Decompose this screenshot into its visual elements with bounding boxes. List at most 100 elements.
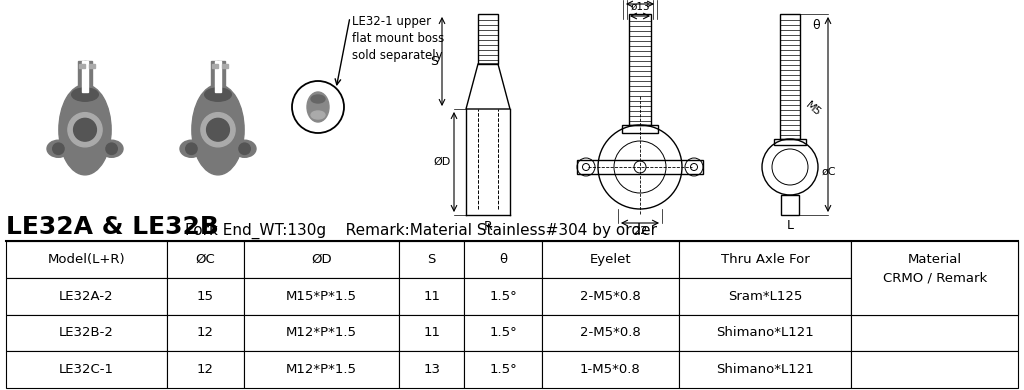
Text: 12: 12 — [197, 363, 214, 376]
Bar — [774, 139, 806, 145]
Text: S: S — [427, 253, 436, 266]
Bar — [244, 241, 399, 278]
Text: ØD: ØD — [434, 157, 451, 167]
Text: ØD: ØD — [311, 253, 332, 266]
Text: L: L — [786, 219, 794, 232]
Bar — [851, 314, 1018, 351]
Ellipse shape — [58, 85, 112, 175]
Bar — [222, 64, 228, 68]
Text: Eyelet: Eyelet — [590, 253, 631, 266]
Text: 11: 11 — [423, 290, 440, 303]
Bar — [82, 61, 88, 92]
Text: 1.5°: 1.5° — [489, 363, 517, 376]
Bar — [211, 61, 219, 92]
Text: 13: 13 — [423, 363, 440, 376]
Bar — [167, 278, 244, 314]
Bar — [244, 278, 399, 314]
Bar — [542, 278, 679, 314]
Bar — [464, 278, 542, 314]
Bar — [464, 351, 542, 388]
Bar — [542, 314, 679, 351]
Bar — [679, 241, 851, 278]
Bar — [89, 64, 95, 68]
Bar — [780, 14, 800, 139]
Ellipse shape — [100, 140, 123, 157]
Text: 11: 11 — [423, 326, 440, 339]
Bar — [577, 160, 703, 174]
Circle shape — [74, 118, 96, 141]
Text: CRMO / Remark: CRMO / Remark — [883, 271, 987, 284]
Text: LE32A & LE32B: LE32A & LE32B — [6, 215, 219, 239]
Ellipse shape — [72, 88, 98, 101]
Text: ØC: ØC — [196, 253, 215, 266]
Text: Sram*L125: Sram*L125 — [728, 290, 802, 303]
Text: LE32-1 upper
flat mount boss
sold separately: LE32-1 upper flat mount boss sold separa… — [352, 15, 444, 62]
Text: 15: 15 — [197, 290, 214, 303]
Circle shape — [185, 143, 197, 154]
Text: LE32A-2: LE32A-2 — [59, 290, 114, 303]
Bar — [478, 14, 498, 64]
Text: S: S — [430, 55, 438, 68]
Bar — [216, 61, 225, 92]
Bar — [399, 351, 464, 388]
Text: M12*P*1.5: M12*P*1.5 — [286, 326, 357, 339]
Ellipse shape — [307, 92, 329, 122]
Bar — [679, 314, 851, 351]
Bar — [167, 241, 244, 278]
Bar — [244, 314, 399, 351]
Text: Thru Axle For: Thru Axle For — [721, 253, 809, 266]
Text: Material: Material — [907, 253, 962, 266]
Bar — [244, 351, 399, 388]
Text: LE32C-1: LE32C-1 — [58, 363, 114, 376]
Text: 12: 12 — [197, 326, 214, 339]
Ellipse shape — [180, 140, 203, 157]
Bar — [6, 314, 167, 351]
Text: 1-M5*0.8: 1-M5*0.8 — [580, 363, 641, 376]
Circle shape — [207, 118, 229, 141]
Text: 1.5°: 1.5° — [489, 326, 517, 339]
Ellipse shape — [191, 85, 244, 175]
Text: θ: θ — [499, 253, 507, 266]
Ellipse shape — [233, 140, 256, 157]
Bar — [542, 351, 679, 388]
Bar — [851, 241, 1018, 278]
Text: M15*P*1.5: M15*P*1.5 — [286, 290, 357, 303]
Ellipse shape — [205, 88, 231, 101]
Bar — [464, 314, 542, 351]
Bar — [167, 351, 244, 388]
Bar — [399, 241, 464, 278]
Bar — [6, 351, 167, 388]
Bar — [464, 241, 542, 278]
Bar — [851, 278, 1018, 314]
Bar — [629, 14, 651, 125]
Bar — [6, 278, 167, 314]
Circle shape — [201, 113, 236, 147]
Bar — [84, 61, 92, 92]
Text: Fork End_WT:130g    Remark:Material Stainless#304 by order: Fork End_WT:130g Remark:Material Stainle… — [185, 223, 657, 239]
Text: θ: θ — [812, 19, 819, 32]
Text: 1.5°: 1.5° — [489, 290, 517, 303]
Text: 2-M5*0.8: 2-M5*0.8 — [580, 326, 641, 339]
Text: øC: øC — [822, 167, 837, 177]
Text: Shimano*L121: Shimano*L121 — [716, 326, 814, 339]
Text: Model(L+R): Model(L+R) — [47, 253, 125, 266]
Text: 22: 22 — [633, 226, 647, 236]
Bar — [679, 278, 851, 314]
Text: ø13: ø13 — [630, 2, 650, 12]
Text: M5: M5 — [804, 100, 823, 118]
Ellipse shape — [311, 95, 325, 103]
Bar — [167, 314, 244, 351]
Bar — [622, 125, 658, 133]
Circle shape — [52, 143, 65, 154]
Bar — [679, 351, 851, 388]
Bar — [542, 241, 679, 278]
Circle shape — [68, 113, 102, 147]
Bar — [781, 195, 799, 215]
Bar — [851, 241, 1018, 314]
Circle shape — [105, 143, 118, 154]
Text: R: R — [483, 220, 493, 233]
Text: 2-M5*0.8: 2-M5*0.8 — [580, 290, 641, 303]
Bar — [399, 278, 464, 314]
Circle shape — [239, 143, 250, 154]
Ellipse shape — [47, 140, 70, 157]
